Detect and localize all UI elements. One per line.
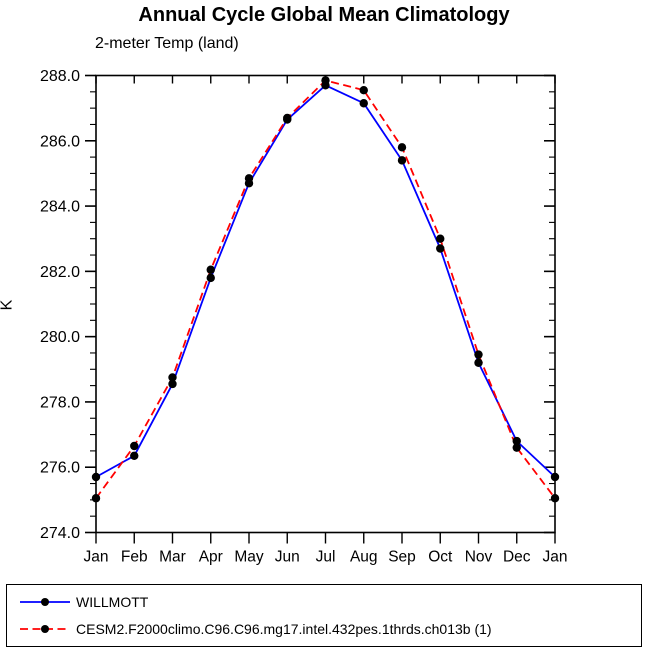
data-point-marker-willmott <box>512 436 521 446</box>
data-point-marker-cesm2 <box>321 76 330 85</box>
plot-area: 274.0 276.0 278.0 280.0 282.0 284.0 286.0 288.0… <box>40 68 568 566</box>
data-point-marker-cesm2 <box>474 350 483 359</box>
chart-subtitle: 2-meter Temp (land) <box>95 35 239 52</box>
data-point-marker-willmott <box>474 358 483 367</box>
axis-frame <box>95 74 556 534</box>
x-axis-tick-label: Jul <box>316 549 336 566</box>
x-axis-tick-label: Mar <box>159 549 186 566</box>
y-axis-tick-label: 276.0 <box>40 460 80 477</box>
legend-line-sample-cesm2 <box>20 625 70 634</box>
x-axis-tick-label: Dec <box>503 549 531 566</box>
data-point-marker-cesm2 <box>244 174 254 183</box>
data-point-marker-cesm2 <box>436 234 445 243</box>
data-point-marker-cesm2 <box>168 373 177 382</box>
y-axis-tick-label: 278.0 <box>40 394 80 411</box>
x-axis-tick-label: Jun <box>275 549 300 566</box>
y-axis-tick-label: 284.0 <box>40 199 80 216</box>
y-axis-tick-label: 288.0 <box>40 68 80 85</box>
y-axis-tick-label: 280.0 <box>40 329 80 346</box>
y-axis-tick-label: 274.0 <box>40 525 80 542</box>
data-point-marker-willmott <box>130 451 139 460</box>
x-axis-tick-label: Jan <box>84 549 109 566</box>
x-axis-tick-label: Jan <box>543 549 568 566</box>
x-axis-tick-label: May <box>234 549 264 566</box>
legend-label-cesm2: CESM2.F2000climo.C96.C96.mg17.intel.432p… <box>76 621 492 638</box>
chart-title: Annual Cycle Global Mean Climatology <box>138 4 510 26</box>
x-axis-tick-label: Oct <box>428 549 453 566</box>
data-point-marker-willmott <box>91 472 101 482</box>
legend-label-willmott: WILLMOTT <box>76 593 149 610</box>
data-point-marker-willmott <box>397 156 407 165</box>
data-point-marker-willmott <box>168 379 177 389</box>
data-point-marker-cesm2 <box>512 443 521 452</box>
data-point-marker-cesm2 <box>91 494 101 503</box>
legend-line-sample-willmott <box>20 597 70 606</box>
data-point-marker-cesm2 <box>397 143 407 152</box>
data-point-marker-cesm2 <box>206 265 215 274</box>
legend-box: WILLMOTT CESM2.F2000climo.C96.C96.mg17.i… <box>6 584 642 647</box>
legend-marker-icon <box>41 625 49 634</box>
x-axis-tick-label: Feb <box>121 549 148 566</box>
y-axis-tick-label: 286.0 <box>40 133 80 150</box>
y-axis-tick-label: 282.0 <box>40 264 80 281</box>
x-axis-tick-label: Nov <box>465 549 493 566</box>
data-point-marker-willmott <box>436 244 445 253</box>
data-point-marker-cesm2 <box>359 85 368 95</box>
legend-item-cesm2: CESM2.F2000climo.C96.C96.mg17.intel.432p… <box>7 617 641 641</box>
series-line-cesm2 <box>95 79 556 499</box>
data-point-marker-cesm2 <box>550 494 560 503</box>
legend-marker-icon <box>41 597 49 606</box>
data-point-marker-willmott <box>206 273 215 283</box>
data-point-marker-willmott <box>550 472 560 482</box>
data-point-marker-cesm2 <box>130 441 139 451</box>
x-axis-tick-label: Sep <box>388 549 416 566</box>
data-point-marker-cesm2 <box>283 113 292 123</box>
x-axis-tick-label: Aug <box>350 549 378 566</box>
data-point-marker-willmott <box>359 99 368 108</box>
series-line-willmott <box>95 84 556 478</box>
x-axis-tick-label: Apr <box>199 549 223 566</box>
legend-item-willmott: WILLMOTT <box>7 590 641 614</box>
